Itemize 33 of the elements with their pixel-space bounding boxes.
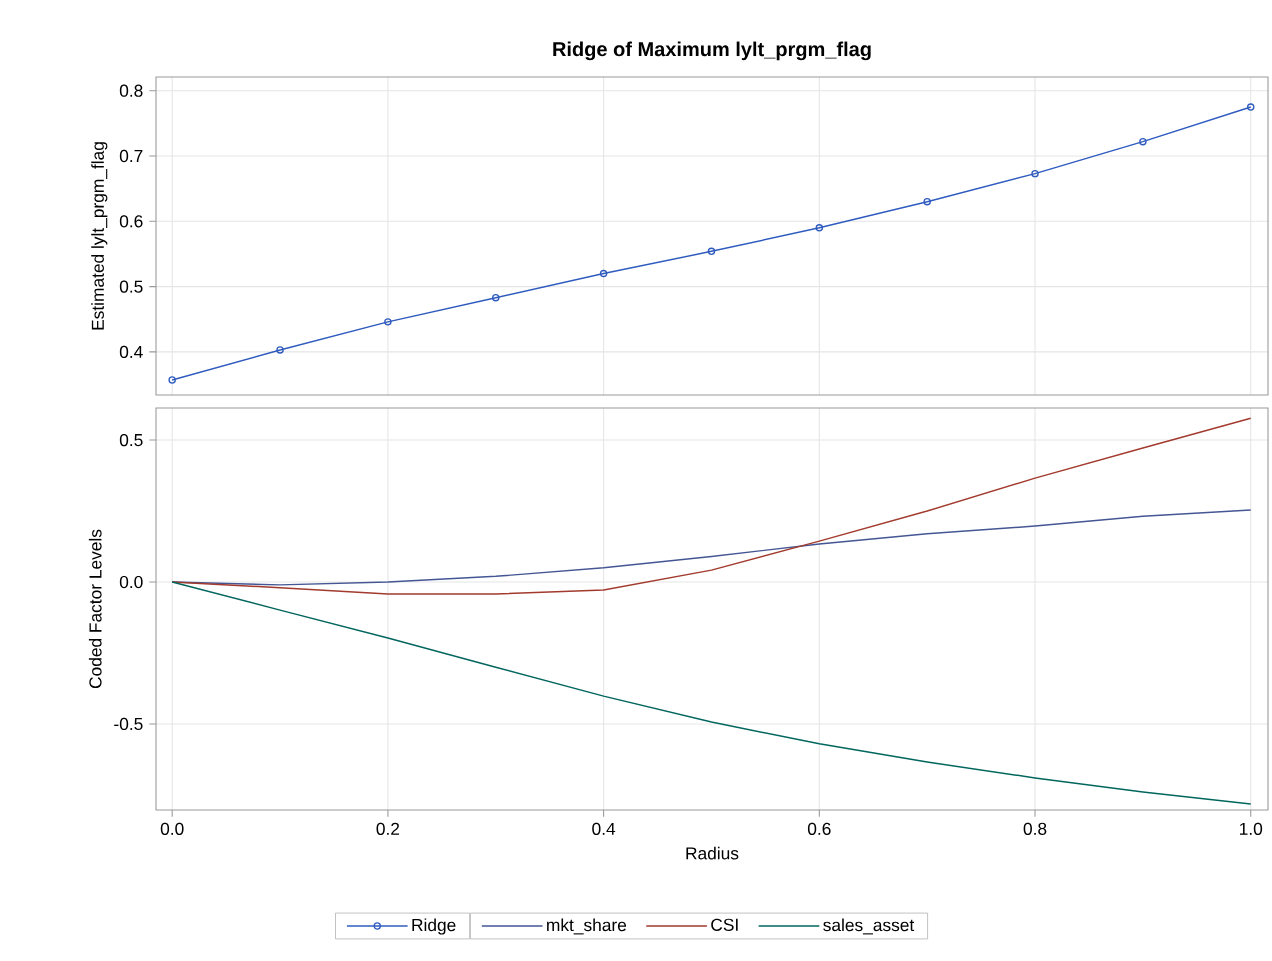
point bbox=[492, 293, 500, 302]
x-tick-label: 0.2 bbox=[376, 822, 400, 835]
point bbox=[815, 224, 824, 232]
x-tick-label: 0.4 bbox=[592, 822, 616, 835]
point bbox=[923, 197, 931, 206]
point bbox=[1139, 137, 1147, 146]
legend-label: CSI bbox=[711, 918, 738, 931]
x-tick-label: 1.0 bbox=[1240, 822, 1263, 835]
x-tick-label: 0.8 bbox=[1023, 822, 1047, 835]
line-series bbox=[171, 581, 1252, 805]
y-tick-label: 0.8 bbox=[119, 84, 143, 97]
y-tick-label: 0.5 bbox=[119, 280, 143, 293]
x-tick-label: 0.6 bbox=[807, 822, 831, 835]
x-axis-title: Radius bbox=[686, 846, 739, 860]
line-series bbox=[171, 417, 1252, 595]
legend-label: mkt_share bbox=[547, 918, 627, 935]
y-tick-label: 0.4 bbox=[119, 345, 143, 359]
point bbox=[707, 247, 716, 256]
y-tick-label: 0.5 bbox=[119, 433, 143, 447]
y-tick-label: 0.0 bbox=[119, 575, 143, 589]
point bbox=[599, 269, 608, 278]
chart-title: Ridge of Maximum lylt_prgm_flag bbox=[553, 41, 871, 61]
point bbox=[384, 318, 392, 326]
y-tick-label: 0.7 bbox=[119, 149, 143, 163]
legend-label: sales_asset bbox=[823, 918, 915, 935]
point bbox=[1031, 169, 1039, 178]
y-tick-label: -0.5 bbox=[114, 717, 143, 731]
y-axis-title: Coded Factor Levels bbox=[88, 529, 102, 689]
legend-label: Ridge bbox=[412, 918, 456, 935]
y-tick-label: 0.6 bbox=[119, 215, 143, 228]
x-tick-label: 0.0 bbox=[160, 822, 184, 835]
y-axis-title: Estimated lylt_prgm_flag bbox=[91, 142, 108, 330]
point bbox=[276, 346, 284, 354]
